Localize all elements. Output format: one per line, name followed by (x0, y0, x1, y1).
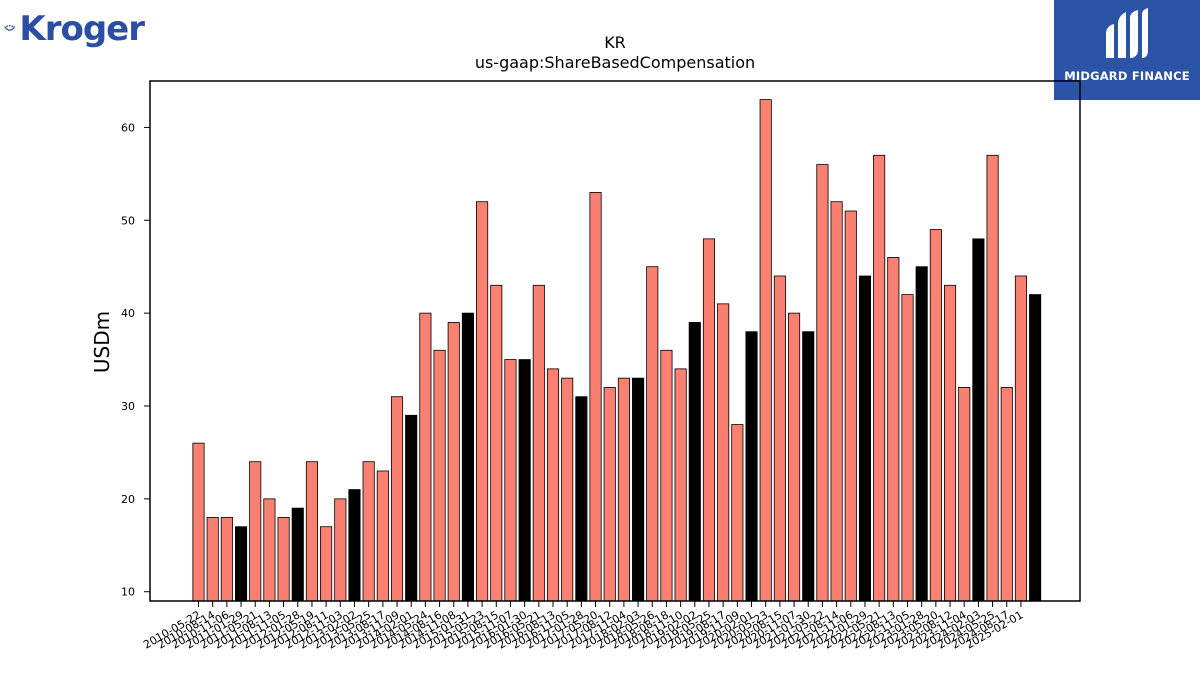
bar-2024-02-03 (972, 238, 985, 602)
kroger-logo-text: Kroger (19, 9, 145, 49)
bar-2018-02-03 (632, 377, 645, 602)
x-axis-ticks: 2010-05-222010-08-142010-11-062011-01-29… (141, 601, 1025, 652)
bar-2023-05-20 (929, 229, 942, 602)
y-tick-label: 10 (121, 586, 135, 599)
bar-2010-11-06 (220, 517, 233, 602)
bar-2011-11-05 (277, 517, 290, 602)
bar-2012-01-28 (291, 507, 304, 602)
bar-2012-05-19 (305, 461, 318, 602)
y-tick-label: 60 (121, 121, 135, 134)
bar-2011-01-29 (234, 526, 248, 602)
bar-2020-05-23 (759, 99, 772, 602)
bar-2021-11-06 (844, 210, 857, 602)
bar-2019-08-17 (717, 303, 730, 602)
bar-2022-08-13 (887, 257, 900, 602)
bar-2013-08-17 (376, 470, 389, 602)
bar-2016-08-13 (546, 368, 560, 602)
bar-2013-05-25 (362, 461, 375, 602)
bar-2021-08-14 (830, 201, 843, 602)
plot-frame (149, 80, 1081, 602)
bar-2022-01-29 (858, 275, 872, 602)
bar-2015-01-31 (461, 312, 474, 602)
bar-undefined (1029, 294, 1042, 602)
bar-2014-08-16 (433, 349, 446, 602)
bar-2018-11-10 (674, 368, 687, 602)
y-tick-label: 30 (121, 400, 135, 413)
bar-2014-11-08 (447, 322, 460, 602)
bar-2019-11-09 (731, 424, 744, 602)
bar-2010-05-22 (192, 442, 205, 602)
kroger-logo: Kroger (4, 4, 145, 54)
bar-2023-11-04 (958, 387, 971, 602)
bar-2019-02-02 (688, 322, 701, 602)
bar-2012-08-11 (320, 526, 333, 602)
chart-subtitle: us-gaap:ShareBasedCompensation (475, 53, 755, 72)
bar-2012-11-03 (334, 498, 347, 602)
bar-2015-11-07 (504, 359, 517, 602)
bar-2017-05-20 (589, 192, 602, 602)
chart-title: KR (604, 33, 626, 52)
bar-2013-02-02 (348, 489, 361, 602)
bar-2018-05-26 (646, 266, 659, 602)
bar-2010-08-14 (206, 517, 219, 602)
kroger-smile-icon (4, 24, 16, 31)
bar-2019-05-25 (702, 238, 716, 602)
bar-2023-08-12 (943, 284, 957, 602)
bar-2016-01-30 (518, 359, 531, 602)
bar-2025-02-01 (1014, 275, 1027, 602)
bar-2011-05-21 (249, 461, 262, 602)
bar-2017-01-28 (575, 396, 588, 602)
midgard-emblem-icon (1106, 8, 1148, 58)
bar-2021-05-22 (816, 164, 829, 602)
y-tick-label: 50 (121, 214, 135, 227)
bar-2023-01-28 (915, 266, 928, 602)
bar-2022-11-05 (901, 294, 914, 602)
y-axis-label: USDm (90, 311, 114, 373)
bar-2015-08-15 (490, 284, 503, 602)
bar-2017-08-12 (603, 387, 616, 602)
bar-2020-08-15 (773, 275, 786, 602)
bar-2013-11-09 (390, 396, 404, 602)
midgard-finance-logo: MIDGARD FINANCE (1054, 0, 1200, 100)
bar-2014-02-01 (405, 414, 418, 602)
bar-2021-01-30 (802, 331, 815, 602)
bar-2014-05-24 (419, 312, 432, 602)
bar-2020-11-07 (788, 312, 801, 602)
bar-2011-08-13 (263, 498, 276, 602)
y-tick-label: 20 (121, 493, 135, 506)
bar-2024-08-17 (1000, 387, 1013, 602)
midgard-logo-text: MIDGARD FINANCE (1064, 69, 1190, 83)
bar-2022-05-21 (873, 154, 886, 602)
bar-2016-11-05 (561, 377, 574, 602)
bar-2024-05-25 (986, 154, 999, 602)
bar-2015-05-23 (476, 201, 489, 602)
bar-2017-11-04 (617, 377, 630, 602)
bar-2020-02-01 (745, 331, 758, 602)
bar-2018-08-18 (660, 349, 673, 602)
bar-2016-05-21 (532, 284, 545, 602)
y-axis-ticks: 10 20 30 40 50 60 (121, 121, 150, 599)
bars-group (192, 99, 1042, 602)
y-tick-label: 40 (121, 307, 135, 320)
